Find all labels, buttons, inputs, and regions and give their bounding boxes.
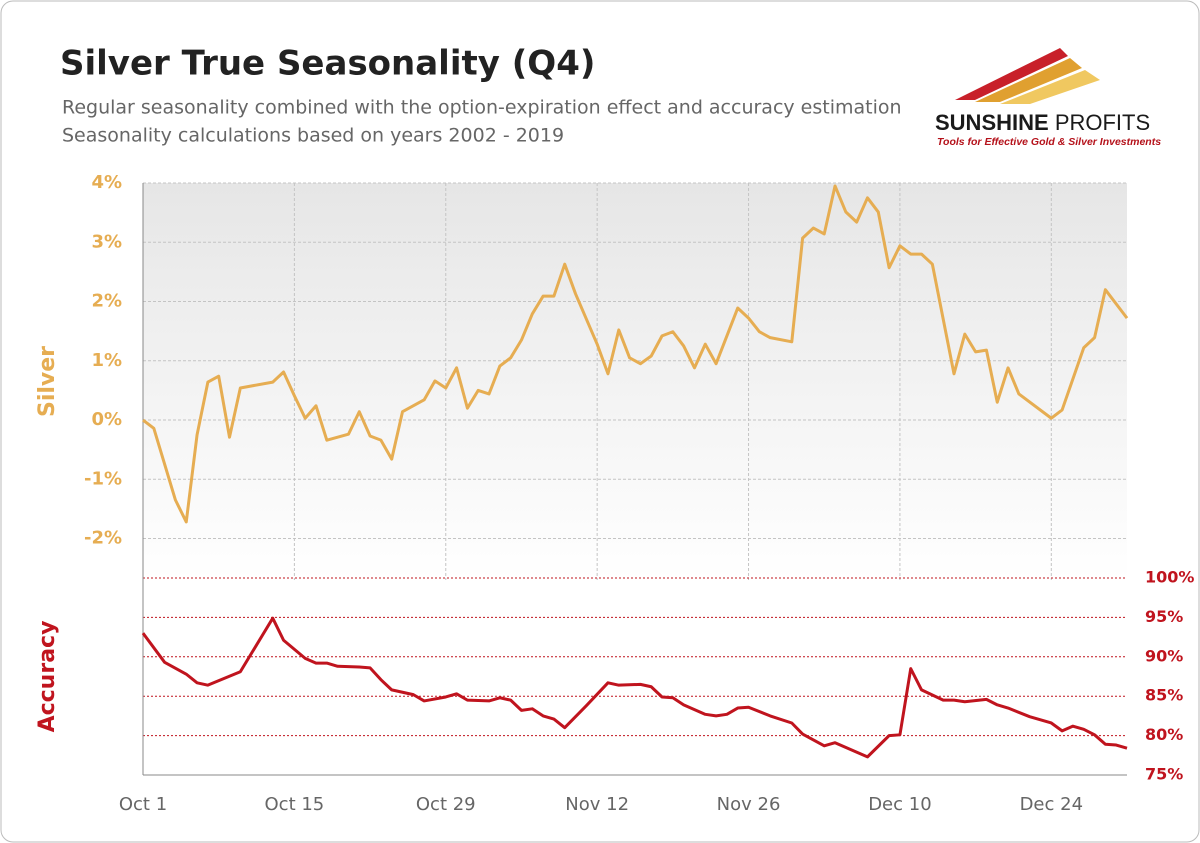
logo-name-light: PROFITS — [1055, 110, 1150, 135]
series-line — [142, 184, 1129, 524]
y-tick-label: 2% — [91, 291, 122, 312]
y-tick-label: 1% — [91, 350, 122, 371]
x-tick-label: Oct 29 — [416, 794, 476, 815]
y2-tick-label: 95% — [1145, 607, 1183, 626]
x-tick-label: Nov 12 — [565, 794, 629, 815]
subtitle: Seasonality calculations based on years … — [62, 125, 564, 147]
y-tick-label: -2% — [84, 528, 122, 549]
logo-swoosh — [955, 48, 1068, 100]
x-tick-label: Oct 15 — [265, 794, 325, 815]
y-tick-label: 3% — [91, 231, 122, 252]
x-tick-label: Dec 24 — [1020, 794, 1083, 815]
chart-title: Silver True Seasonality (Q4) — [60, 44, 595, 84]
logo-swoosh — [975, 58, 1082, 102]
axis-title: Silver — [35, 346, 60, 417]
logo-name-bold: SUNSHINE — [935, 110, 1049, 135]
x-tick-label: Dec 10 — [868, 794, 931, 815]
y2-tick-label: 100% — [1145, 568, 1194, 587]
logo-name: SUNSHINE PROFITS — [935, 110, 1150, 135]
series-line — [141, 616, 1128, 759]
x-tick-label: Nov 26 — [717, 794, 781, 815]
axis-title: Accuracy — [35, 621, 60, 733]
x-tick-label: Oct 1 — [119, 794, 167, 815]
y2-tick-label: 80% — [1145, 725, 1183, 744]
logo-swoosh — [1000, 70, 1100, 104]
y2-tick-label: 85% — [1145, 686, 1183, 705]
y-tick-label: 0% — [91, 409, 122, 430]
logo-tagline: Tools for Effective Gold & Silver Invest… — [937, 136, 1161, 148]
y2-tick-label: 75% — [1145, 765, 1183, 784]
subtitle: Regular seasonality combined with the op… — [62, 97, 902, 119]
y-tick-label: 4% — [91, 172, 122, 193]
logo: SUNSHINE PROFITS Tools for Effective Gol… — [935, 48, 1161, 148]
plot-background — [143, 183, 1127, 580]
y2-tick-label: 90% — [1145, 646, 1183, 665]
y-tick-label: -1% — [84, 468, 122, 489]
